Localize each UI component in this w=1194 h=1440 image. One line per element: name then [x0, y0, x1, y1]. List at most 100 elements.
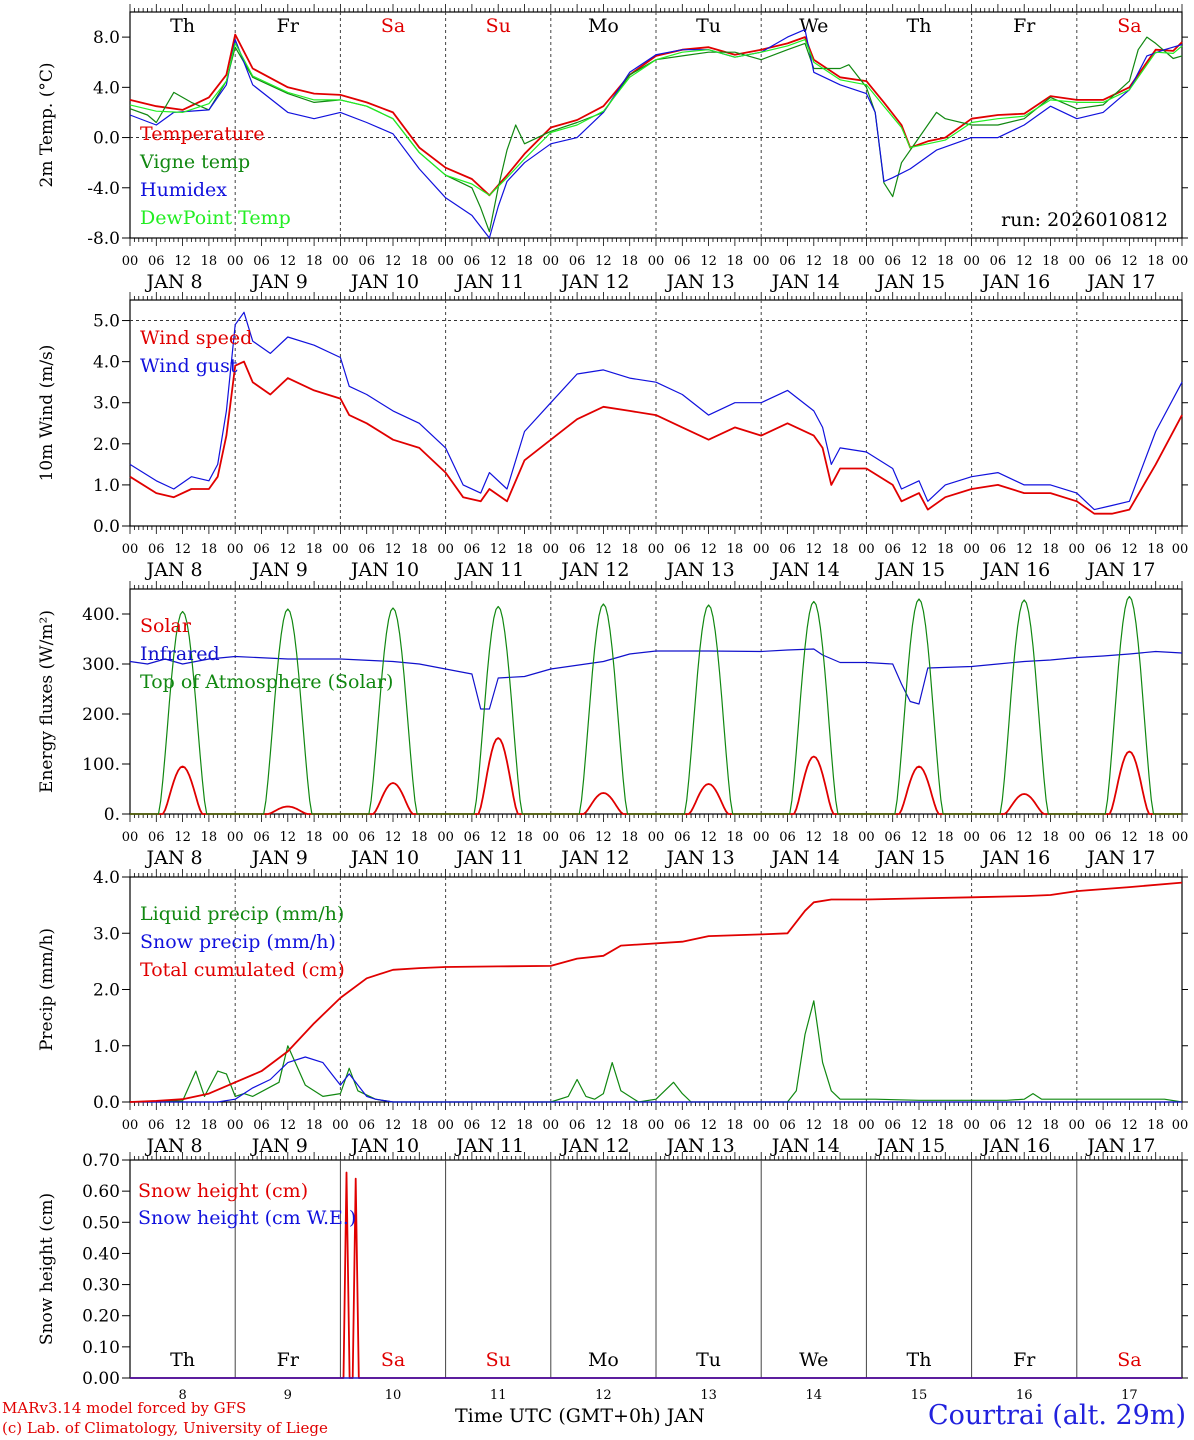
- date-label: JAN 14: [770, 559, 840, 581]
- hour-tick-label: 18: [1147, 830, 1164, 845]
- y-tick-label: 0.50: [82, 1213, 120, 1233]
- hour-tick-label: 06: [358, 1118, 375, 1133]
- y-tick-label: 8.0: [93, 28, 120, 48]
- hour-tick-label: 00: [753, 830, 770, 845]
- date-label: JAN 8: [145, 559, 203, 581]
- hour-tick-label: 12: [806, 830, 823, 845]
- weekday-label: Mo: [588, 15, 619, 37]
- hour-tick-label: 06: [779, 830, 796, 845]
- model-credit-line: MARv3.14 model forced by GFS: [2, 1399, 247, 1417]
- chart-panel-2: 0.0 1.0 2.0 3.0 4.0 5.0 10m Wind (m/s) 00 06 12 18…: [37, 292, 1188, 581]
- series-line-humidex: [129, 29, 1183, 239]
- hour-tick-label: 18: [306, 1118, 323, 1133]
- hour-tick-label: 12: [385, 830, 402, 845]
- run-label: run: 2026010812: [1001, 209, 1168, 231]
- y-tick-label: 3.0: [93, 924, 120, 944]
- date-label: JAN 15: [875, 1135, 945, 1157]
- hour-tick-label: 12: [700, 254, 717, 269]
- hour-tick-label: 12: [1016, 1118, 1033, 1133]
- chart-panel-4: 0.0 1.0 2.0 3.0 4.0 Precip (mm/h) 00 06 12 18 00 06…: [37, 868, 1188, 1157]
- legend-entry: Solar: [140, 615, 192, 637]
- time-axis-title: Time UTC (GMT+0h) JAN: [455, 1405, 705, 1427]
- hour-tick-label: 18: [937, 830, 954, 845]
- date-label: JAN 8: [145, 1135, 203, 1157]
- y-tick-label: 0.60: [82, 1182, 120, 1202]
- hour-tick-label: 00: [963, 254, 980, 269]
- hour-tick-label: 00: [122, 254, 139, 269]
- hour-tick-label: 06: [779, 1118, 796, 1133]
- hour-tick-label: 00: [227, 1118, 244, 1133]
- date-label: JAN 17: [1085, 1135, 1155, 1157]
- series-line-vigne-temp: [129, 36, 1183, 233]
- date-label: JAN 13: [665, 271, 735, 293]
- weekday-label: Tu: [696, 1349, 721, 1371]
- y-tick-label: 100.: [82, 755, 120, 775]
- day-number-label: 14: [806, 1388, 823, 1403]
- hour-tick-label: 00: [858, 830, 875, 845]
- hour-tick-label: 12: [490, 542, 507, 557]
- date-label: JAN 17: [1085, 559, 1155, 581]
- hour-tick-label: 12: [280, 830, 297, 845]
- legend-entry: Infrared: [140, 643, 220, 665]
- hour-tick-label: 00: [122, 542, 139, 557]
- hour-tick-label: 06: [148, 1118, 165, 1133]
- hour-tick-label: 12: [280, 542, 297, 557]
- date-label: JAN 16: [980, 1135, 1050, 1157]
- date-label: JAN 10: [349, 559, 419, 581]
- hour-tick-label: 12: [385, 1118, 402, 1133]
- hour-tick-label: 00: [648, 830, 665, 845]
- y-tick-label: 0.: [104, 805, 120, 825]
- y-tick-label: 200.: [82, 705, 120, 725]
- legend-entry: Snow precip (mm/h): [140, 931, 336, 953]
- hour-tick-label: 18: [201, 542, 218, 557]
- hour-tick-label: 12: [174, 1118, 191, 1133]
- weekday-label: Mo: [588, 1349, 619, 1371]
- hour-tick-label: 06: [779, 542, 796, 557]
- y-tick-label: 0.70: [82, 1151, 120, 1171]
- hour-tick-label: 18: [621, 1118, 638, 1133]
- hour-tick-label: 06: [1095, 542, 1112, 557]
- hour-tick-label: 12: [595, 254, 612, 269]
- series-line-wind-speed: [129, 360, 1183, 515]
- hour-tick-label: 18: [201, 830, 218, 845]
- y-tick-label: 0.00: [82, 1369, 120, 1389]
- hour-tick-label: 06: [569, 542, 586, 557]
- hour-tick-label: 12: [595, 1118, 612, 1133]
- series-line-infrared: [129, 648, 1183, 710]
- date-label: JAN 9: [250, 1135, 308, 1157]
- date-label: JAN 16: [980, 271, 1050, 293]
- y-axis-label: 10m Wind (m/s): [37, 345, 57, 482]
- y-tick-label: 0.0: [93, 129, 120, 149]
- hour-tick-label: 00: [543, 1118, 560, 1133]
- hour-tick-label: 06: [884, 542, 901, 557]
- date-label: JAN 10: [349, 271, 419, 293]
- hour-tick-label: 06: [464, 1118, 481, 1133]
- hour-tick-label: 12: [806, 1118, 823, 1133]
- hour-tick-label: 12: [911, 254, 928, 269]
- chart-panel-1: -8.0 -4.0 0.0 4.0 8.0 2m Temp. (°C) 00 06 12 18 00…: [37, 4, 1188, 293]
- hour-tick-label: 12: [1016, 542, 1033, 557]
- hour-tick-label: 18: [411, 830, 428, 845]
- y-axis-label: Snow height (cm): [37, 1193, 57, 1345]
- y-axis-label: Precip (mm/h): [37, 928, 57, 1051]
- hour-tick-label: 12: [1121, 542, 1138, 557]
- date-label: JAN 17: [1085, 847, 1155, 869]
- hour-tick-label: 00: [122, 830, 139, 845]
- y-tick-label: 0.10: [82, 1338, 120, 1358]
- hour-tick-label: 18: [621, 254, 638, 269]
- hour-tick-label: 00: [963, 830, 980, 845]
- hour-tick-label: 00: [437, 542, 454, 557]
- y-tick-label: 1.0: [93, 1037, 120, 1057]
- hour-tick-label: 18: [937, 542, 954, 557]
- hour-tick-label: 06: [884, 1118, 901, 1133]
- hour-tick-label: 00: [437, 830, 454, 845]
- plot-frame: [129, 588, 1183, 815]
- hour-tick-label: 12: [174, 542, 191, 557]
- hour-tick-label: 18: [621, 830, 638, 845]
- date-label: JAN 12: [559, 559, 629, 581]
- hour-tick-label: 06: [674, 254, 691, 269]
- legend-entry: Humidex: [140, 179, 227, 201]
- hour-tick-label: 00: [753, 542, 770, 557]
- hour-tick-label: 00: [1172, 1118, 1189, 1133]
- day-number-label: 9: [284, 1388, 292, 1403]
